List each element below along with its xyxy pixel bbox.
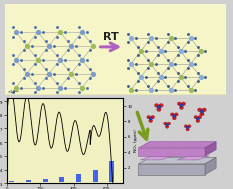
Polygon shape (177, 156, 209, 160)
Circle shape (166, 124, 169, 126)
Circle shape (200, 110, 204, 113)
Circle shape (179, 106, 184, 109)
Circle shape (172, 117, 176, 120)
Circle shape (186, 128, 189, 131)
Circle shape (196, 117, 199, 120)
Circle shape (173, 115, 176, 117)
Circle shape (170, 113, 174, 116)
Polygon shape (205, 157, 216, 175)
Text: RT: RT (103, 32, 119, 42)
Circle shape (200, 112, 204, 116)
Bar (93, 170, 98, 182)
Circle shape (182, 102, 186, 105)
Circle shape (149, 119, 153, 122)
Circle shape (157, 105, 161, 109)
Circle shape (159, 104, 163, 107)
Circle shape (174, 113, 178, 116)
Circle shape (180, 104, 183, 107)
Circle shape (164, 122, 167, 125)
Circle shape (157, 108, 161, 112)
Bar (26, 180, 31, 182)
Circle shape (167, 122, 171, 125)
Bar (59, 177, 64, 182)
Circle shape (184, 125, 188, 128)
Circle shape (188, 125, 191, 128)
Circle shape (147, 115, 151, 119)
Polygon shape (138, 142, 216, 148)
Circle shape (196, 119, 200, 122)
Bar (109, 161, 114, 182)
Circle shape (198, 115, 202, 119)
Circle shape (165, 125, 169, 128)
Polygon shape (138, 164, 205, 175)
Circle shape (154, 104, 159, 107)
FancyBboxPatch shape (0, 3, 233, 95)
Polygon shape (138, 148, 205, 156)
Polygon shape (138, 157, 216, 164)
Circle shape (202, 108, 206, 112)
Circle shape (177, 102, 181, 105)
Polygon shape (205, 142, 216, 156)
Circle shape (194, 115, 198, 119)
Circle shape (151, 115, 155, 119)
Bar (43, 179, 48, 182)
Bar (76, 174, 81, 182)
Polygon shape (140, 156, 172, 160)
Circle shape (149, 117, 152, 120)
Bar (10, 181, 14, 182)
Circle shape (198, 108, 202, 112)
Y-axis label: NO₂ (ppm): NO₂ (ppm) (134, 129, 138, 152)
Circle shape (186, 126, 189, 129)
